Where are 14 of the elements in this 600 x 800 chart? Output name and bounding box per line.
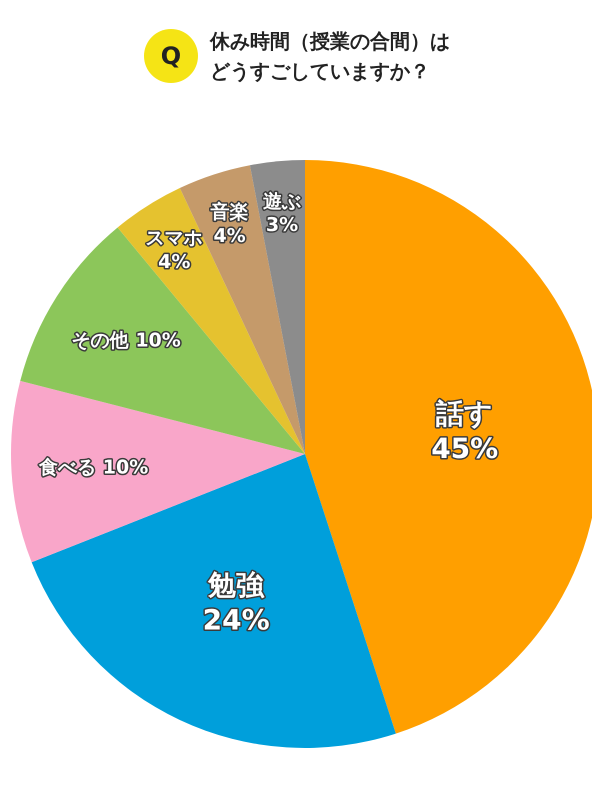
chart-title: 休み時間（授業の合間）はどうすごしていますか？ (210, 28, 451, 85)
data-label: 24% (202, 604, 270, 637)
data-label: 45% (431, 432, 498, 466)
slice-label: その他 10% (72, 330, 181, 352)
data-label: 3% (266, 214, 298, 236)
slice-label: スマホ (146, 227, 203, 250)
data-label: 4% (158, 250, 190, 273)
slice-label: 音楽 (210, 201, 249, 224)
slice-label: 話す (435, 397, 494, 430)
q-badge-icon: Q (144, 29, 198, 83)
data-label: 4% (213, 224, 246, 247)
slice-label: 勉強 (207, 568, 266, 602)
slice-label: 遊ぶ (263, 190, 302, 212)
slice-label: 食べる 10% (38, 456, 148, 478)
